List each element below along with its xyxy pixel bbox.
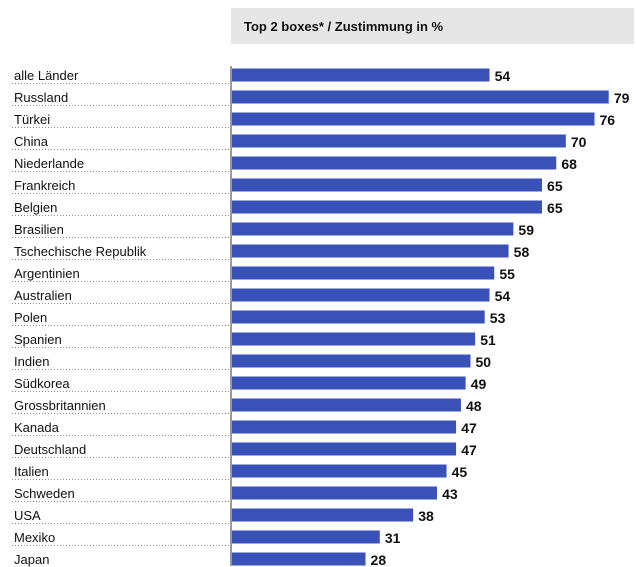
value-label: 45	[452, 464, 468, 480]
bar-end-gap	[489, 68, 492, 82]
category-label: Grossbritannien	[14, 398, 106, 413]
value-label: 65	[547, 178, 563, 194]
chart-rows: alle Länder 54 Russland 79 Türkei 76 China 70 Ni…	[12, 68, 630, 567]
category-label: Kanada	[14, 420, 60, 435]
bar-end-gap	[556, 156, 559, 170]
bar-end-gap	[470, 354, 473, 368]
category-label: Japan	[14, 552, 49, 567]
value-label: 50	[476, 354, 492, 370]
category-label: Mexiko	[14, 530, 55, 545]
bar-end-gap	[594, 112, 597, 126]
category-label: China	[14, 134, 49, 149]
bar-end-gap	[608, 90, 611, 104]
bar	[232, 266, 495, 280]
bar	[232, 332, 476, 346]
bar-end-gap	[489, 288, 492, 302]
bar	[232, 464, 447, 478]
bar	[232, 222, 514, 236]
bar	[232, 178, 543, 192]
bar-end-gap	[565, 134, 568, 148]
bar	[232, 442, 457, 456]
value-label: 48	[466, 398, 482, 414]
bar-end-gap	[379, 530, 382, 544]
category-label: Südkorea	[14, 376, 70, 391]
bar-end-gap	[542, 200, 545, 214]
bar-end-gap	[542, 178, 545, 192]
value-label: 51	[480, 332, 496, 348]
bar-end-gap	[508, 244, 511, 258]
bar-end-gap	[413, 508, 416, 522]
value-label: 43	[442, 486, 458, 502]
bar	[232, 486, 438, 500]
bar-end-gap	[484, 310, 487, 324]
bar	[232, 90, 609, 104]
category-label: Argentinien	[14, 266, 80, 281]
value-label: 47	[461, 420, 477, 436]
bar-end-gap	[456, 442, 459, 456]
bar	[232, 398, 461, 412]
chart-header-label: Top 2 boxes* / Zustimmung in %	[244, 19, 444, 34]
bar-end-gap	[475, 332, 478, 346]
category-label: Brasilien	[14, 222, 64, 237]
category-label: Russland	[14, 90, 68, 105]
bar-end-gap	[494, 266, 497, 280]
bar-end-gap	[446, 464, 449, 478]
bar-end-gap	[513, 222, 516, 236]
value-label: 53	[490, 310, 506, 326]
value-label: 76	[600, 112, 616, 128]
category-label: Belgien	[14, 200, 57, 215]
bar	[232, 112, 595, 126]
bar	[232, 244, 509, 258]
value-label: 49	[471, 376, 487, 392]
category-label: Italien	[14, 464, 49, 479]
category-label: alle Länder	[14, 68, 79, 83]
bar-end-gap	[456, 420, 459, 434]
bar	[232, 508, 414, 522]
category-label: Frankreich	[14, 178, 75, 193]
value-label: 38	[418, 508, 434, 524]
category-label: Deutschland	[14, 442, 86, 457]
bar	[232, 530, 380, 544]
value-label: 54	[495, 288, 511, 304]
value-label: 79	[614, 90, 630, 106]
bar	[232, 68, 490, 82]
bar	[232, 310, 485, 324]
category-label: Polen	[14, 310, 47, 325]
value-label: 31	[385, 530, 401, 546]
value-label: 58	[514, 244, 530, 260]
value-label: 55	[499, 266, 515, 282]
value-label: 68	[561, 156, 577, 172]
bar	[232, 288, 490, 302]
bar-end-gap	[465, 376, 468, 390]
category-label: Niederlande	[14, 156, 84, 171]
category-label: USA	[14, 508, 41, 523]
bar-end-gap	[460, 398, 463, 412]
bar	[232, 420, 457, 434]
value-label: 70	[571, 134, 587, 150]
value-label: 47	[461, 442, 477, 458]
category-label: Schweden	[14, 486, 75, 501]
category-label: Australien	[14, 288, 72, 303]
category-label: Spanien	[14, 332, 62, 347]
value-label: 65	[547, 200, 563, 216]
chart-header-box	[231, 8, 634, 44]
value-label: 59	[518, 222, 534, 238]
bar-end-gap	[365, 552, 368, 566]
bar-end-gap	[437, 486, 440, 500]
value-label: 54	[495, 68, 511, 84]
value-label: 28	[371, 552, 387, 567]
category-label: Türkei	[14, 112, 50, 127]
bar	[232, 354, 471, 368]
category-label: Tschechische Republik	[14, 244, 147, 259]
bar	[232, 134, 566, 148]
bar	[232, 376, 466, 390]
bar	[232, 552, 366, 566]
bar	[232, 156, 557, 170]
category-label: Indien	[14, 354, 49, 369]
bar	[232, 200, 543, 214]
